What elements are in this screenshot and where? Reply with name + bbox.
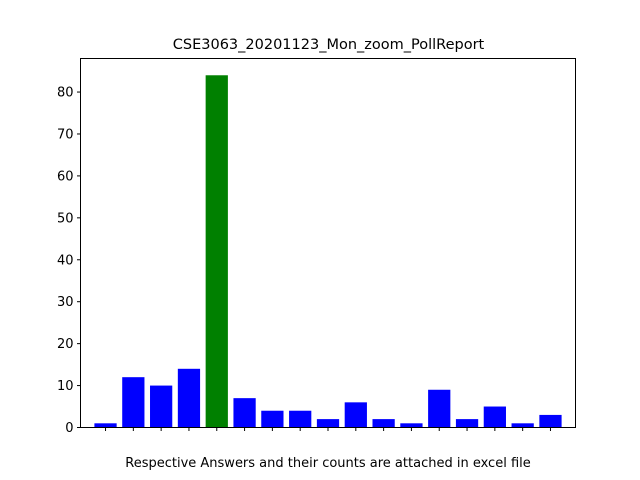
bar-6 xyxy=(233,398,256,428)
y-tick-label: 50 xyxy=(57,211,74,226)
x-axis-ticks xyxy=(105,427,551,431)
bar-13 xyxy=(428,389,451,428)
y-tick-label: 70 xyxy=(57,127,74,142)
bar-1 xyxy=(94,423,117,428)
bar-10 xyxy=(344,402,367,428)
plot-area-frame xyxy=(80,58,576,428)
y-tick-label: 20 xyxy=(57,337,74,352)
bar-8 xyxy=(289,410,312,428)
bar-11 xyxy=(372,419,395,428)
bar-2 xyxy=(122,377,145,428)
y-tick-label: 80 xyxy=(57,86,74,101)
y-tick-label: 10 xyxy=(57,379,74,394)
bar-3 xyxy=(150,385,173,428)
bar-14 xyxy=(455,419,479,428)
x-axis-label: Respective Answers and their counts are … xyxy=(125,456,531,471)
bar-15 xyxy=(483,406,506,428)
bar-16 xyxy=(511,423,534,428)
bar-12 xyxy=(400,423,423,428)
bar-17 xyxy=(539,414,562,428)
bar-9 xyxy=(316,419,340,428)
bar-7 xyxy=(261,410,284,428)
bar-4 xyxy=(177,368,201,428)
y-axis-ticks: 0 10 20 30 40 50 60 70 80 xyxy=(57,86,81,436)
chart-title: CSE3063_20201123_Mon_zoom_PollReport xyxy=(173,37,485,53)
y-tick-label: 30 xyxy=(57,295,74,310)
bars-group xyxy=(94,75,562,428)
bar-5 xyxy=(205,75,228,428)
y-tick-label: 40 xyxy=(57,253,74,268)
y-tick-label: 0 xyxy=(65,421,73,436)
y-tick-label: 60 xyxy=(57,169,74,184)
